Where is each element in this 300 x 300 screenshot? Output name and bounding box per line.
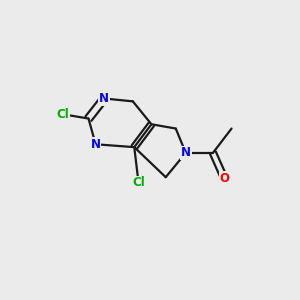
Text: N: N [91, 138, 100, 151]
Text: Cl: Cl [132, 176, 145, 189]
Text: N: N [181, 146, 191, 159]
Text: O: O [219, 172, 230, 185]
Text: N: N [99, 92, 109, 105]
Text: Cl: Cl [56, 108, 69, 121]
